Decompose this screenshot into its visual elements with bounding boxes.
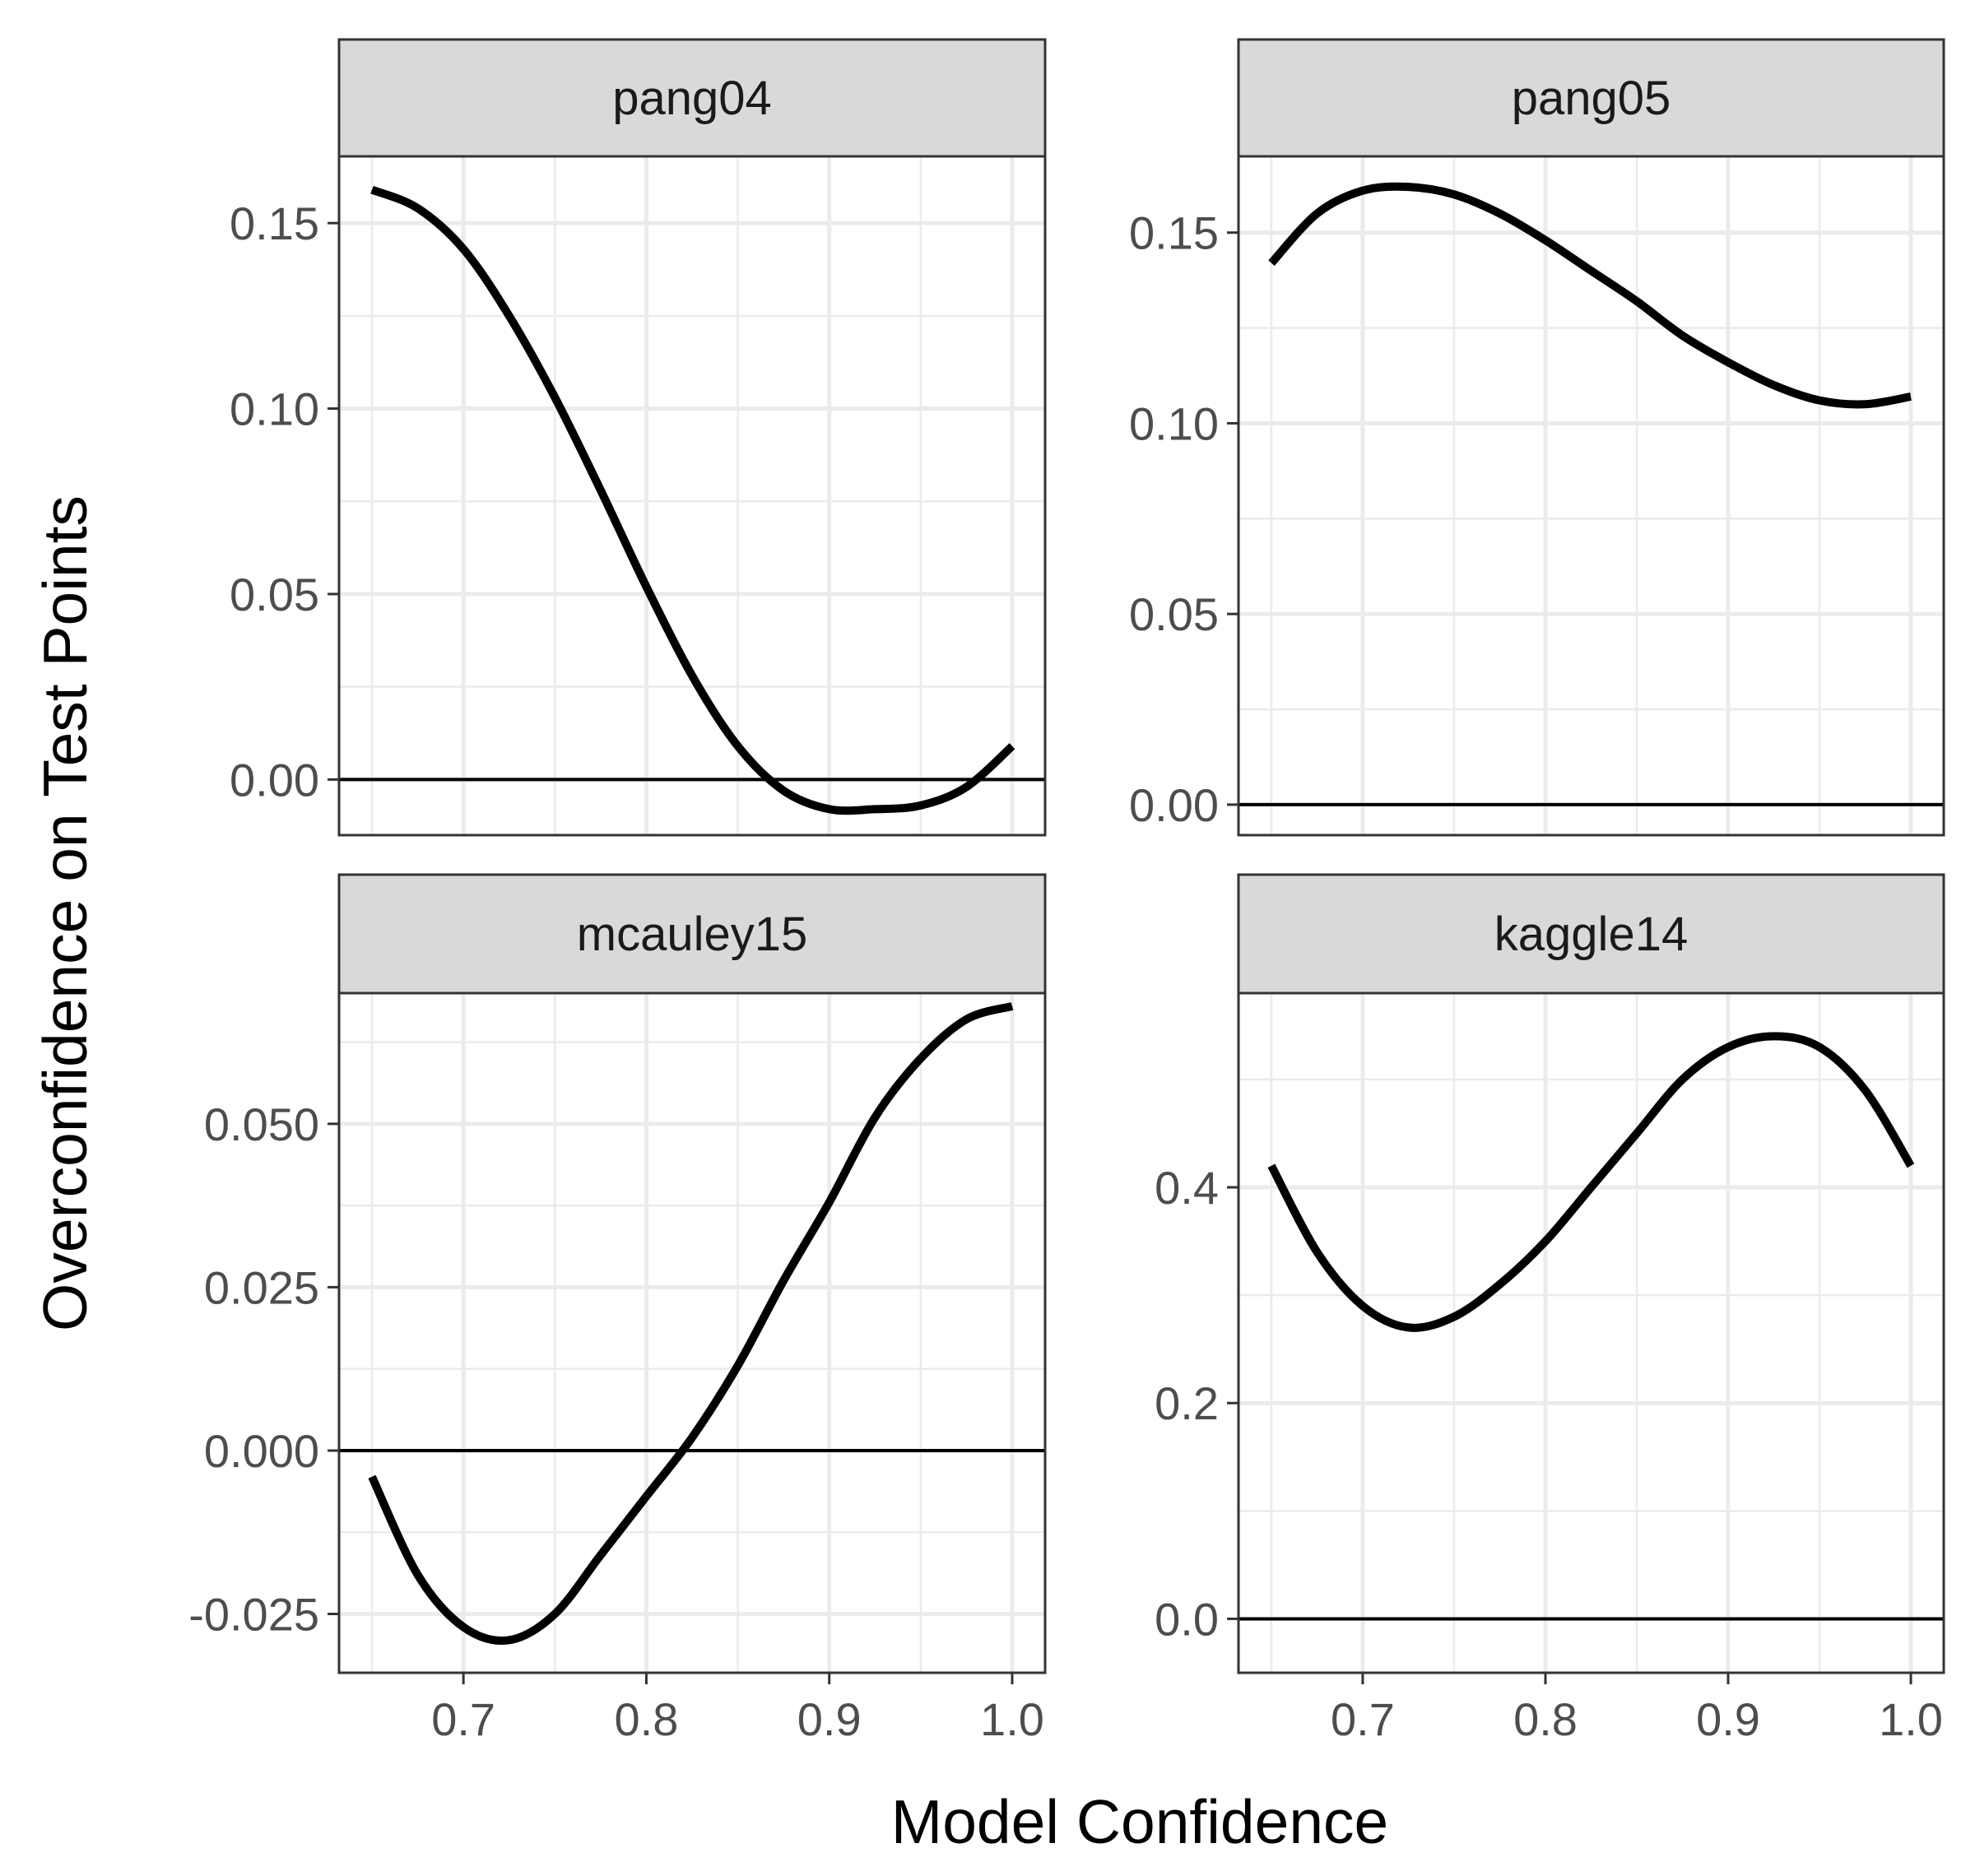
y-tick-label: 0.15 — [1129, 207, 1219, 259]
panel-mcauley15: mcauley15 -0.025 0.000 0.025 0.050 0.7 0.8 0.9 1… — [188, 873, 1047, 1745]
y-tick-label: 0.00 — [230, 754, 319, 806]
y-tick-label: 0.05 — [230, 569, 319, 620]
facet-strip — [337, 873, 1047, 995]
y-tick-label: 0.10 — [230, 383, 319, 435]
y-tick-label: 0.00 — [1129, 779, 1219, 831]
x-tick-label: 1.0 — [980, 1693, 1044, 1745]
facet-strip-label: pang05 — [1512, 72, 1671, 125]
facet-strip — [1237, 873, 1945, 995]
series-line-pang05 — [1268, 182, 1912, 409]
x-tick-label: 0.9 — [797, 1693, 862, 1745]
panel-background — [1238, 156, 1944, 835]
facet-strip — [1237, 38, 1945, 158]
panel-pang05: pang05 0.00 0.05 0.10 0.15 — [1129, 38, 1945, 837]
y-axis-title: Overconfidence on Test Points — [30, 495, 100, 1331]
facet-strip-label: pang04 — [612, 72, 772, 125]
panel-pang04: pang04 0.00 0.05 0.10 0.15 — [230, 38, 1047, 837]
y-tick-label: 0.000 — [204, 1425, 319, 1477]
x-tick-label: 0.7 — [1331, 1693, 1395, 1745]
y-tick-label: 0.10 — [1129, 397, 1219, 449]
y-tick-label: 0.4 — [1155, 1162, 1219, 1214]
x-axis-title: Model Confidence — [891, 1787, 1389, 1856]
y-tick-label: -0.025 — [188, 1589, 319, 1641]
panel-background — [339, 156, 1045, 835]
y-tick-label: 0.025 — [204, 1261, 319, 1313]
panels-layer: pang04 0.00 0.05 0.10 0.15 pang05 0.00 0.05 0.10… — [188, 38, 1945, 1745]
facet-strip-label: mcauley15 — [577, 908, 807, 961]
facet-strip — [337, 38, 1047, 158]
panel-background — [1238, 993, 1944, 1673]
x-tick-label: 0.7 — [431, 1693, 495, 1745]
y-tick-label: 0.15 — [230, 197, 319, 249]
x-tick-label: 0.8 — [1513, 1693, 1578, 1745]
x-tick-label: 0.8 — [615, 1693, 679, 1745]
y-tick-label: 0.0 — [1155, 1593, 1219, 1645]
x-tick-label: 0.9 — [1696, 1693, 1760, 1745]
series-line-pang04 — [370, 185, 1015, 815]
series-line-mcauley15 — [368, 1002, 1014, 1645]
panel-background — [339, 993, 1045, 1673]
facet-strip-label: kaggle14 — [1494, 908, 1688, 961]
series-line-kaggle14 — [1267, 1032, 1915, 1332]
panel-kaggle14: kaggle14 0.0 0.2 0.4 0.7 0.8 0.9 1.0 — [1155, 873, 1945, 1745]
x-tick-label: 1.0 — [1879, 1693, 1943, 1745]
y-tick-label: 0.050 — [204, 1098, 319, 1150]
y-tick-label: 0.05 — [1129, 588, 1219, 640]
y-tick-label: 0.2 — [1155, 1377, 1219, 1429]
